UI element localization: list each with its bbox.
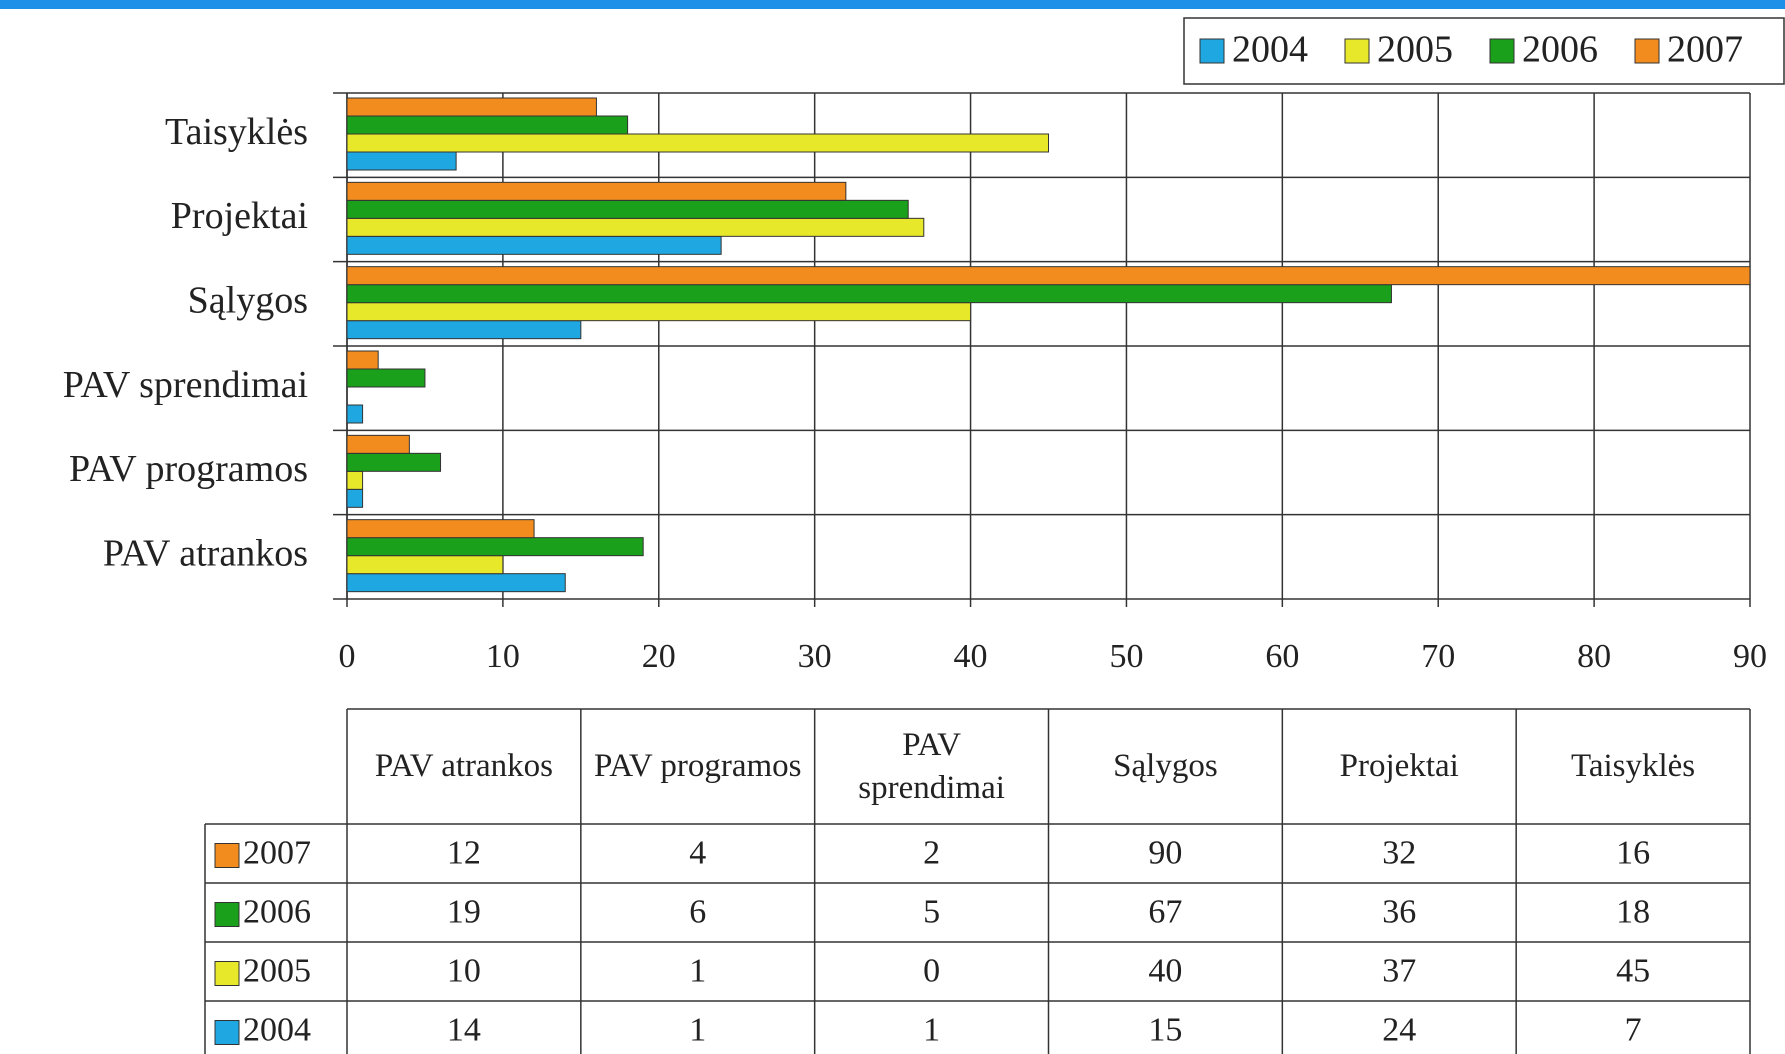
table-cell: 67: [1148, 893, 1182, 930]
table-cell: 12: [447, 834, 481, 871]
legend-swatch: [1489, 38, 1515, 64]
table-cell: 1: [689, 1011, 706, 1048]
legend-label: 2005: [1377, 29, 1453, 71]
bar: [346, 302, 972, 322]
table-header: Taisyklės: [1570, 748, 1696, 785]
x-tick-label: 80: [1577, 638, 1611, 675]
x-tick-label: 40: [954, 638, 988, 675]
bar: [346, 133, 1049, 153]
legend-swatch: [1634, 38, 1660, 64]
bar: [346, 404, 364, 424]
table-cell: 32: [1382, 834, 1416, 871]
x-tick-label: 50: [1109, 638, 1143, 675]
bar: [346, 519, 535, 539]
table-cell: 37: [1382, 952, 1416, 989]
legend-swatch: [1344, 38, 1370, 64]
table-row-label: 2006: [243, 893, 311, 930]
table-cell: 14: [447, 1011, 481, 1048]
bar: [346, 320, 582, 340]
bar: [346, 151, 457, 171]
legend-label: 2006: [1522, 29, 1598, 71]
table-cell: 19: [447, 893, 481, 930]
table-cell: 5: [923, 893, 940, 930]
table-row-label: 2007: [243, 834, 311, 871]
bar: [346, 573, 566, 593]
table-cell: 4: [689, 834, 706, 871]
table-swatch: [214, 961, 240, 986]
x-tick-label: 20: [642, 638, 676, 675]
table-header: PAV atrankos: [374, 748, 553, 785]
x-tick-label: 60: [1265, 638, 1299, 675]
bar: [346, 217, 925, 237]
legend: [1183, 17, 1785, 85]
table-cell: 0: [923, 952, 940, 989]
table-cell: 15: [1148, 1011, 1182, 1048]
table-cell: 1: [923, 1011, 940, 1048]
x-tick-label: 10: [486, 638, 520, 675]
y-tick-label: PAV atrankos: [103, 533, 308, 575]
y-tick-label: Taisyklės: [165, 111, 308, 153]
y-tick-label: Projektai: [171, 195, 308, 237]
table-cell: 90: [1148, 834, 1182, 871]
table-cell: 1: [689, 952, 706, 989]
bar: [346, 537, 644, 557]
table-cell: 18: [1616, 893, 1650, 930]
bar: [346, 452, 442, 472]
bar: [346, 199, 909, 219]
table-cell: 6: [689, 893, 706, 930]
table-swatch: [214, 843, 240, 868]
table-header: Projektai: [1339, 748, 1459, 785]
bar: [346, 470, 364, 490]
bar: [346, 434, 410, 454]
table-cell: 7: [1625, 1011, 1642, 1048]
bar: [346, 350, 379, 370]
bar: [346, 266, 1751, 286]
table-header: PAV sprendimai: [858, 726, 1005, 806]
y-tick-label: PAV sprendimai: [63, 364, 308, 406]
legend-label: 2004: [1232, 29, 1308, 71]
bar: [346, 181, 847, 201]
table-cell: 2: [923, 834, 940, 871]
table-cell: 24: [1382, 1011, 1416, 1048]
table-swatch: [214, 1020, 240, 1045]
x-tick-label: 30: [798, 638, 832, 675]
bar: [346, 235, 722, 255]
table-cell: 40: [1148, 952, 1182, 989]
y-tick-label: Sąlygos: [188, 280, 308, 322]
table-row-label: 2005: [243, 952, 311, 989]
legend-label: 2007: [1667, 29, 1743, 71]
bar: [346, 115, 629, 135]
legend-swatch: [1199, 38, 1225, 64]
table-swatch: [214, 902, 240, 927]
x-tick-label: 0: [339, 638, 356, 675]
table-header: PAV programos: [593, 748, 802, 785]
top-bar: [0, 0, 1785, 9]
bar: [346, 555, 504, 575]
table-cell: 16: [1616, 834, 1650, 871]
table-cell: 10: [447, 952, 481, 989]
table-row-label: 2004: [243, 1011, 311, 1048]
x-tick-label: 90: [1733, 638, 1767, 675]
bar: [346, 284, 1392, 304]
table-cell: 36: [1382, 893, 1416, 930]
table-cell: 45: [1616, 952, 1650, 989]
table-header: Sąlygos: [1113, 748, 1218, 785]
y-tick-label: PAV programos: [69, 448, 308, 490]
bar: [346, 97, 597, 117]
x-tick-label: 70: [1421, 638, 1455, 675]
bar: [346, 368, 426, 388]
bar: [346, 488, 364, 508]
